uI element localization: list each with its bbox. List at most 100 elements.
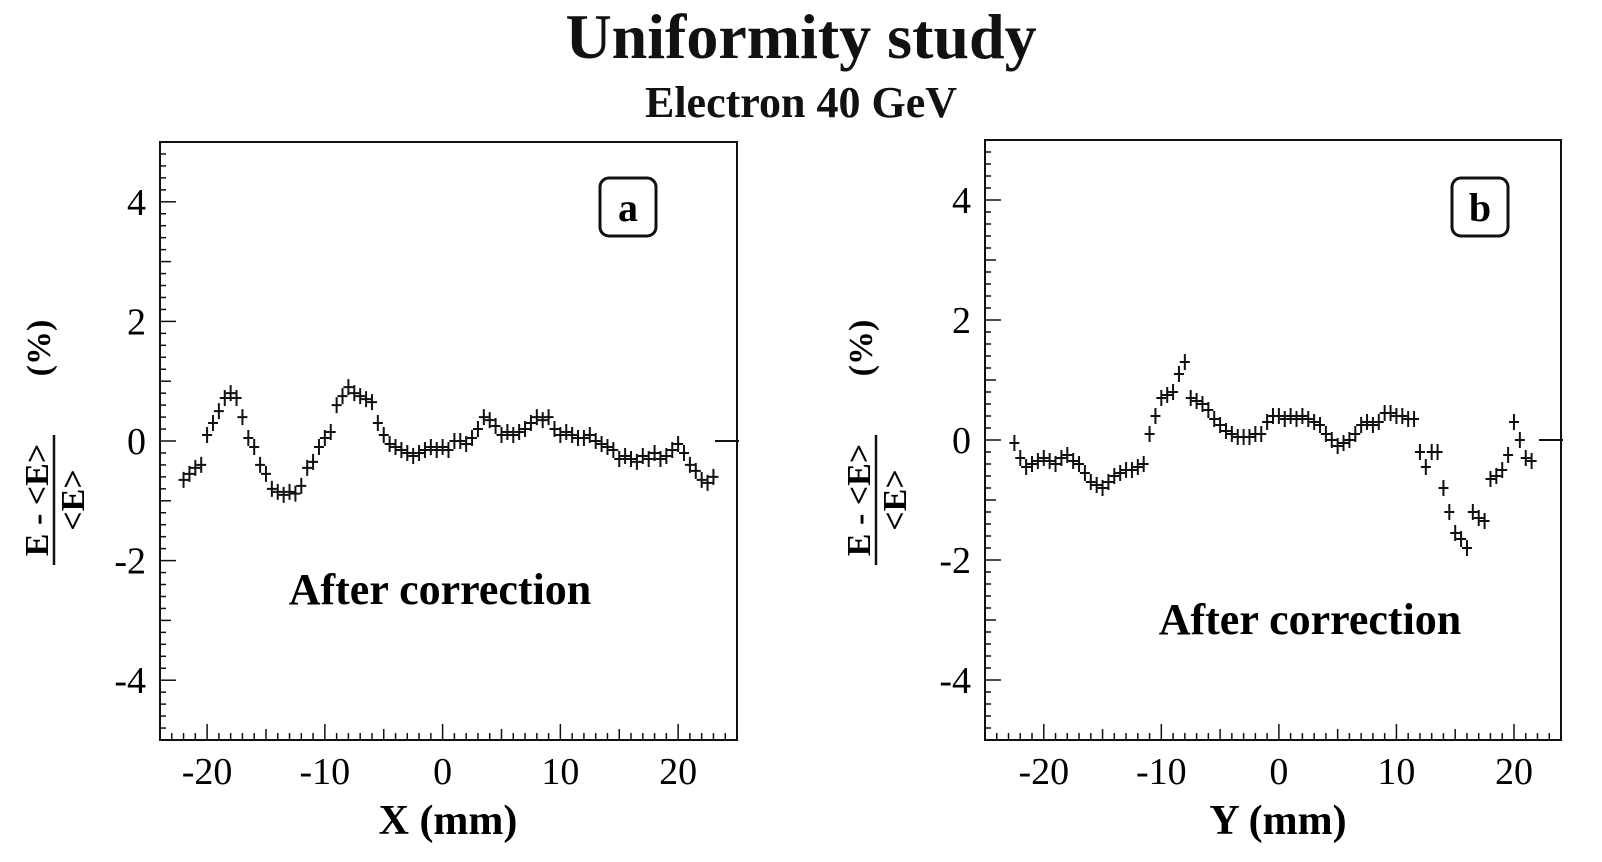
data-point <box>1091 477 1102 493</box>
data-point <box>578 430 589 447</box>
data-point <box>1262 414 1273 430</box>
data-points <box>178 379 719 503</box>
data-point <box>219 389 230 406</box>
x-axis-label: Y (mm) <box>1209 798 1346 844</box>
data-point <box>284 483 295 500</box>
panel-label: a <box>618 185 638 230</box>
data-point <box>308 453 319 470</box>
data-point <box>455 433 466 449</box>
y-tick-label: 4 <box>952 180 971 222</box>
figure-subtitle: Electron 40 GeV <box>644 78 958 127</box>
data-point <box>461 435 472 452</box>
annotation-text: After correction <box>1159 595 1462 644</box>
data-point <box>626 450 637 467</box>
data-point <box>1115 465 1126 481</box>
data-point <box>249 438 260 455</box>
data-point <box>637 447 648 464</box>
data-point <box>525 415 536 432</box>
data-point <box>1068 453 1079 469</box>
data-point <box>1362 414 1373 430</box>
data-point <box>1015 450 1026 466</box>
data-point <box>343 379 354 396</box>
data-point <box>425 438 436 455</box>
data-point <box>661 447 672 464</box>
data-point <box>1021 459 1032 475</box>
data-point <box>1173 366 1184 382</box>
data-point <box>319 430 330 447</box>
data-point <box>1032 453 1043 469</box>
data-point <box>543 409 554 426</box>
data-point <box>1373 414 1384 430</box>
data-point <box>1162 387 1173 403</box>
x-tick-label: 10 <box>541 751 579 793</box>
data-point <box>1303 411 1314 427</box>
data-point <box>419 441 430 458</box>
data-point <box>1409 411 1420 427</box>
data-point <box>1438 480 1449 496</box>
data-point <box>1344 432 1355 448</box>
data-point <box>237 409 248 426</box>
y-tick-label: 4 <box>127 182 146 224</box>
data-point <box>396 441 407 458</box>
data-point <box>1109 468 1120 484</box>
data-point <box>1356 417 1367 433</box>
data-point <box>1479 513 1490 529</box>
y-tick-label: 0 <box>952 420 971 462</box>
x-tick-label: 20 <box>659 751 697 793</box>
data-point <box>390 438 401 455</box>
y-axis-label-unit: (%) <box>21 320 58 377</box>
data-point <box>1420 459 1431 475</box>
data-point <box>378 427 389 444</box>
x-axis-label: X (mm) <box>379 798 518 844</box>
data-point <box>1097 480 1108 496</box>
data-point <box>337 388 348 405</box>
panel-label-box <box>1450 176 1510 238</box>
data-point <box>1056 450 1067 466</box>
data-point <box>1062 447 1073 463</box>
data-point <box>1432 444 1443 460</box>
data-point <box>649 444 660 461</box>
data-point <box>1156 390 1167 406</box>
y-axis-label: E - <E> <E> (%) <box>19 320 92 565</box>
data-point <box>231 389 242 406</box>
data-point <box>361 391 372 408</box>
data-point <box>1397 408 1408 424</box>
data-point <box>1350 426 1361 442</box>
data-point <box>1491 468 1502 484</box>
data-point <box>355 388 366 405</box>
y-tick-label: -2 <box>114 541 146 583</box>
data-point <box>1315 417 1326 433</box>
data-point <box>490 418 501 435</box>
data-point <box>508 427 519 444</box>
x-tick-label: -10 <box>300 751 351 793</box>
data-point <box>296 477 307 494</box>
data-point <box>679 444 690 461</box>
data-point <box>1332 438 1343 454</box>
y-axis-label-unit: (%) <box>843 320 880 377</box>
data-point <box>278 486 289 503</box>
data-point <box>190 459 201 476</box>
data-point <box>207 415 218 432</box>
y-axis-label-numerator: E - <E> <box>841 444 878 556</box>
data-point <box>331 397 342 414</box>
data-point <box>1168 384 1179 400</box>
data-point <box>1326 432 1337 448</box>
data-point <box>555 427 566 444</box>
data-point <box>1038 450 1049 466</box>
data-point <box>502 424 513 441</box>
data-point <box>620 447 631 464</box>
data-point <box>225 385 236 402</box>
data-point <box>408 447 419 464</box>
data-point <box>290 485 301 502</box>
x-tick-label: 0 <box>1269 751 1288 793</box>
x-tick-label: -20 <box>182 751 233 793</box>
data-point <box>1273 408 1284 424</box>
data-point <box>213 403 224 420</box>
data-point <box>1320 426 1331 442</box>
x-tick-label: 0 <box>433 751 452 793</box>
data-point <box>614 450 625 467</box>
data-point <box>531 409 542 426</box>
data-point <box>696 471 707 488</box>
